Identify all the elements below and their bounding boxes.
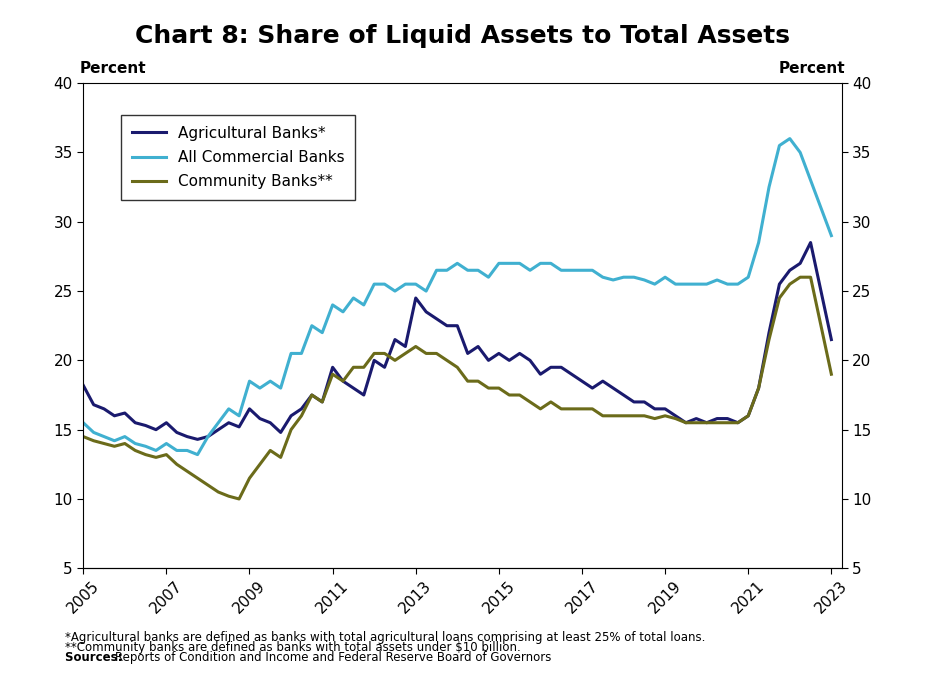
Community Banks** (556, 405, 567, 413)
Line: Agricultural Banks*: Agricultural Banks* (83, 243, 832, 439)
Agricultural Banks* (181, 432, 192, 441)
Line: All Commercial Banks: All Commercial Banks (83, 139, 832, 455)
All Commercial Banks (338, 308, 349, 316)
Agricultural Banks* (763, 328, 774, 337)
Text: Chart 8: Share of Liquid Assets to Total Assets: Chart 8: Share of Liquid Assets to Total… (135, 24, 790, 49)
All Commercial Banks (763, 183, 774, 191)
All Commercial Banks (586, 266, 598, 274)
Agricultural Banks* (826, 335, 837, 344)
All Commercial Banks (826, 231, 837, 240)
Community Banks** (233, 495, 244, 503)
Agricultural Banks* (556, 363, 567, 371)
Line: Community Banks**: Community Banks** (83, 277, 832, 499)
All Commercial Banks (556, 266, 567, 274)
Agricultural Banks* (805, 238, 816, 247)
Community Banks** (586, 405, 598, 413)
Text: *Agricultural banks are defined as banks with total agricultural loans comprisin: *Agricultural banks are defined as banks… (65, 631, 705, 644)
All Commercial Banks (784, 134, 796, 143)
All Commercial Banks (192, 450, 204, 459)
Community Banks** (338, 377, 349, 385)
Text: Percent: Percent (80, 61, 146, 76)
Text: **Community banks are defined as banks with total assets under $10 billion.: **Community banks are defined as banks w… (65, 641, 521, 654)
Agricultural Banks* (338, 377, 349, 385)
Agricultural Banks* (586, 384, 598, 392)
Community Banks** (181, 467, 192, 475)
Text: Reports of Condition and Income and Federal Reserve Board of Governors: Reports of Condition and Income and Fede… (115, 651, 551, 665)
Agricultural Banks* (504, 356, 515, 365)
All Commercial Banks (181, 446, 192, 455)
Community Banks** (795, 273, 806, 281)
Community Banks** (78, 432, 89, 441)
Agricultural Banks* (78, 381, 89, 389)
Legend: Agricultural Banks*, All Commercial Banks, Community Banks**: Agricultural Banks*, All Commercial Bank… (121, 115, 355, 200)
All Commercial Banks (504, 259, 515, 267)
Community Banks** (826, 370, 837, 378)
Community Banks** (763, 335, 774, 344)
All Commercial Banks (78, 419, 89, 427)
Text: Percent: Percent (779, 61, 845, 76)
Agricultural Banks* (192, 435, 204, 444)
Text: Sources:: Sources: (65, 651, 127, 665)
Community Banks** (504, 391, 515, 399)
